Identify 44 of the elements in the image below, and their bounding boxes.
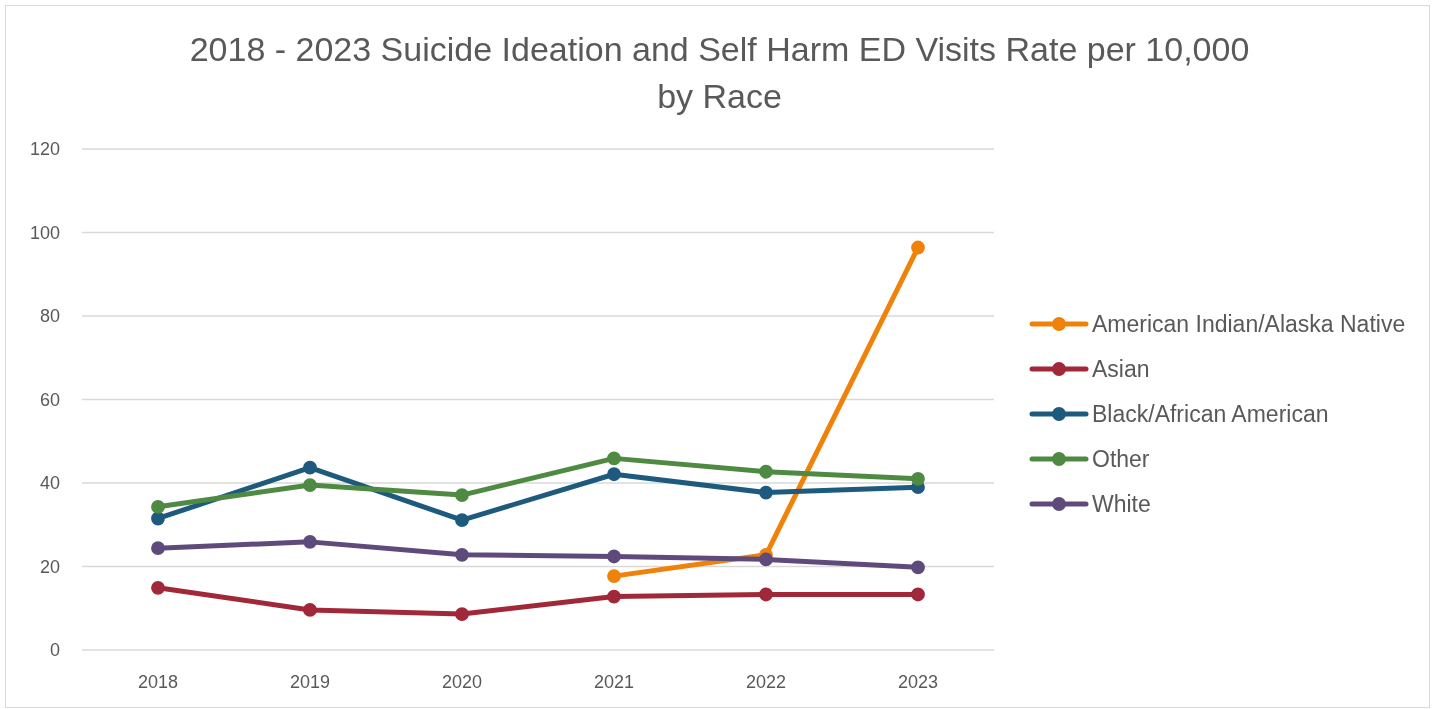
x-tick-label: 2022 — [745, 672, 787, 692]
point — [303, 534, 317, 549]
point — [759, 485, 773, 500]
point — [303, 460, 317, 475]
point — [455, 607, 469, 621]
point — [759, 552, 773, 567]
x-tick-label: 2023 — [897, 672, 939, 692]
point — [607, 467, 621, 482]
point — [911, 560, 925, 575]
legend-label: Asian — [1092, 356, 1150, 383]
legend-label: White — [1092, 491, 1151, 518]
point — [151, 511, 165, 526]
point — [151, 499, 165, 514]
point — [303, 478, 317, 492]
legend-label: Other — [1092, 446, 1150, 473]
y-tick-label: 20 — [39, 556, 60, 577]
point — [303, 603, 317, 617]
y-tick-label: 120 — [29, 139, 60, 160]
y-tick-label: 40 — [39, 473, 60, 494]
point — [759, 587, 773, 602]
point — [911, 471, 925, 486]
legend-label: Black/African American — [1092, 401, 1329, 428]
legend-label: American Indian/Alaska Native — [1092, 311, 1406, 338]
x-tick-label: 2019 — [289, 672, 331, 692]
point — [607, 451, 621, 466]
point — [607, 569, 621, 583]
point — [911, 240, 925, 255]
x-tick-label: 2021 — [593, 672, 635, 692]
x-tick-label: 2018 — [137, 672, 179, 692]
point — [455, 488, 469, 502]
point — [455, 547, 469, 562]
chart-title: 2018 - 2023 Suicide Ideation and Self Harm ED Visits Rate per 10,000 by Race — [189, 30, 1250, 115]
point — [607, 589, 621, 604]
point — [607, 549, 621, 564]
point — [759, 464, 773, 479]
y-tick-label: 0 — [49, 640, 60, 661]
y-tick-label: 60 — [39, 389, 60, 410]
y-tick-label: 80 — [39, 306, 60, 327]
point — [151, 541, 165, 556]
point — [911, 587, 925, 602]
point — [455, 513, 469, 528]
x-tick-label: 2020 — [441, 672, 483, 692]
y-tick-label: 100 — [29, 222, 60, 243]
point — [151, 580, 165, 595]
